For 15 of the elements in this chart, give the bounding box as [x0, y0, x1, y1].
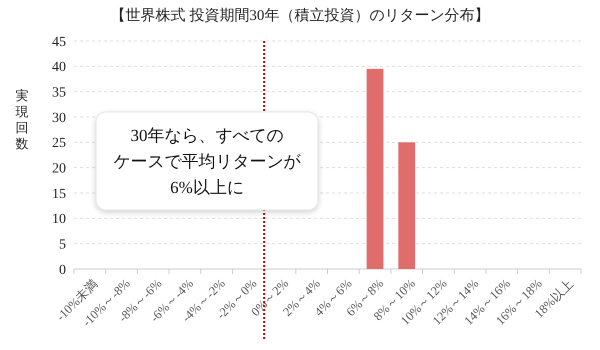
y-tick-label: 35 — [52, 86, 66, 101]
y-tick-label: 20 — [52, 162, 66, 177]
chart-title: 【世界株式 投資期間30年（積立投資）のリターン分布】 — [110, 7, 490, 24]
y-tick-label: 40 — [52, 60, 66, 76]
y-axis-title: 実現回数 — [16, 88, 28, 151]
y-tick-label: 0 — [59, 262, 66, 278]
annotation: 6%以上に — [170, 178, 244, 197]
y-tick-label: 10 — [52, 212, 66, 228]
y-tick-label: 5 — [59, 238, 66, 253]
y-tick-label: 15 — [52, 186, 66, 202]
y-tick-label: 30 — [52, 110, 66, 126]
annotation: 30年なら、すべての — [130, 126, 284, 145]
y-tick-label: 45 — [52, 34, 66, 50]
annotation: ケースで平均リターンが — [114, 152, 302, 171]
y-tick-label: 25 — [52, 136, 66, 152]
